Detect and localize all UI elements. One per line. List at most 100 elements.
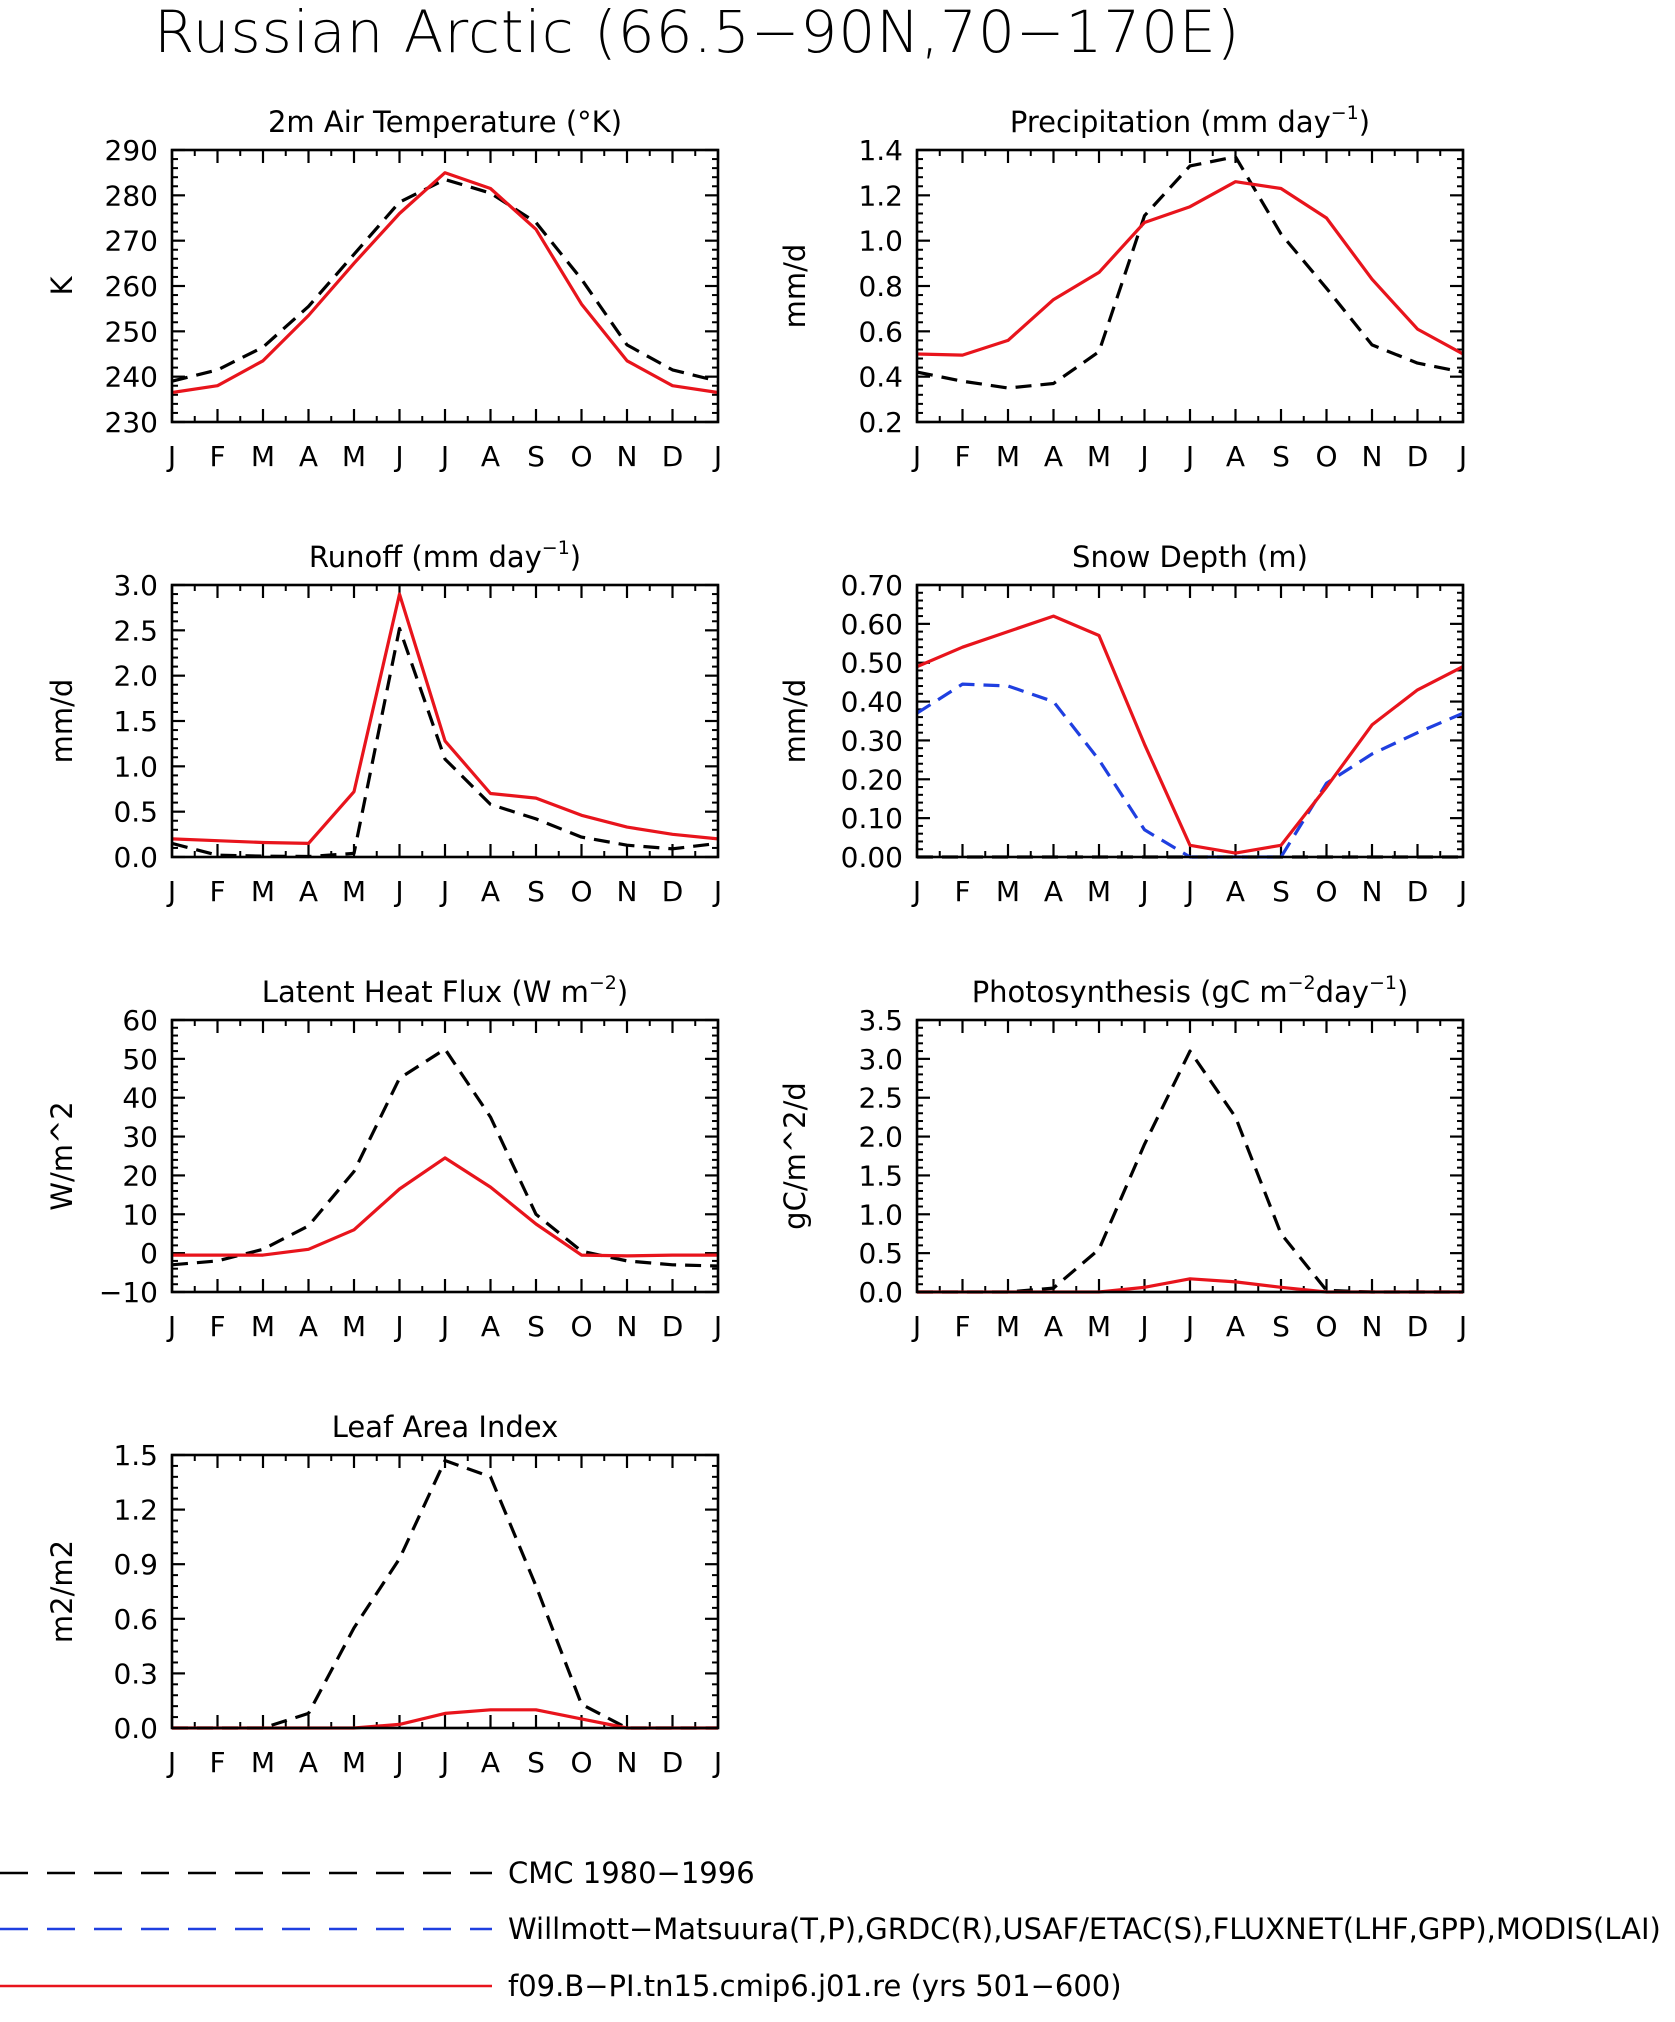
x-tick-label: A <box>481 1310 500 1343</box>
y-tick-label: 270 <box>105 225 158 258</box>
y-tick-label: 0.6 <box>858 315 903 348</box>
x-tick-label: F <box>954 875 970 908</box>
x-tick-label: J <box>1184 1310 1194 1343</box>
x-tick-label: F <box>209 1746 225 1779</box>
chart-title: Latent Heat Flux (W m−2) <box>262 972 628 1009</box>
x-tick-label: M <box>1087 440 1111 473</box>
chart-title: Photosynthesis (gC m−2day−1) <box>972 972 1409 1009</box>
y-tick-label: 0.9 <box>113 1548 158 1581</box>
chart-title: Leaf Area Index <box>332 1410 558 1444</box>
x-tick-label: J <box>166 875 176 908</box>
x-tick-label: A <box>1044 440 1063 473</box>
legend: CMC 1980−1996 Willmott−Matsuura(T,P),GRDC… <box>0 1856 1661 2003</box>
plot-frame <box>915 148 1465 424</box>
x-tick-label: M <box>251 1746 275 1779</box>
x-tick-label: N <box>1362 440 1383 473</box>
x-tick-label: A <box>481 1746 500 1779</box>
series-line-cmc <box>917 1049 1463 1294</box>
y-tick-label: 2.5 <box>113 614 158 647</box>
y-tick-label: 1.5 <box>113 705 158 738</box>
y-tick-label: 30 <box>122 1121 158 1154</box>
y-tick-label: 0.0 <box>858 1276 903 1309</box>
x-tick-label: S <box>527 440 545 473</box>
y-tick-label: −10 <box>99 1276 158 1309</box>
y-axis-label: W/m^2 <box>45 1101 79 1210</box>
series-line-cmc <box>917 155 1463 390</box>
x-tick-label: A <box>481 875 500 908</box>
page-title-text: Russian Arctic (66.5−90N,70−170E) <box>154 0 1241 66</box>
series-line-cmc <box>172 626 718 859</box>
x-tick-label: J <box>393 1746 403 1779</box>
x-tick-label: J <box>166 440 176 473</box>
y-tick-label: 0.5 <box>113 796 158 829</box>
plot-frame <box>170 1453 720 1730</box>
series-line-model <box>172 171 718 395</box>
y-tick-label: 50 <box>122 1043 158 1076</box>
y-tick-label: 230 <box>105 406 158 439</box>
x-tick-label: J <box>439 1746 449 1779</box>
y-tick-label: 1.0 <box>113 750 158 783</box>
x-tick-label: O <box>570 1310 592 1343</box>
x-tick-label: F <box>209 875 225 908</box>
x-tick-label: J <box>393 440 403 473</box>
y-tick-label: 2.0 <box>858 1121 903 1154</box>
y-tick-label: 2.0 <box>113 660 158 693</box>
x-tick-label: A <box>1226 440 1245 473</box>
x-tick-label: J <box>712 1746 722 1779</box>
x-tick-label: M <box>996 1310 1020 1343</box>
y-axis-label: mm/d <box>45 679 79 764</box>
x-tick-label: D <box>662 1746 684 1779</box>
plot-frame <box>170 148 720 424</box>
x-tick-label: N <box>1362 875 1383 908</box>
x-tick-label: F <box>954 1310 970 1343</box>
x-tick-label: N <box>1362 1310 1383 1343</box>
y-tick-label: 250 <box>105 315 158 348</box>
x-tick-label: D <box>662 1310 684 1343</box>
y-tick-label: 0.2 <box>858 406 903 439</box>
x-tick-label: O <box>1315 875 1337 908</box>
x-tick-label: N <box>617 1310 638 1343</box>
chart-title: Precipitation (mm day−1) <box>1010 102 1370 139</box>
x-tick-label: A <box>481 440 500 473</box>
x-tick-label: J <box>166 1310 176 1343</box>
x-tick-label: M <box>1087 875 1111 908</box>
x-tick-label: N <box>617 440 638 473</box>
x-tick-label: O <box>570 1746 592 1779</box>
y-tick-label: 0.20 <box>841 763 903 796</box>
series-line-model <box>172 592 718 846</box>
y-tick-label: 240 <box>105 361 158 394</box>
x-tick-label: D <box>1407 440 1429 473</box>
x-tick-label: A <box>1044 1310 1063 1343</box>
x-tick-label: F <box>954 440 970 473</box>
chart-runoff: 0.00.51.01.52.02.53.0J F M A M J J A S O N D JRunoff… <box>45 537 722 908</box>
x-tick-label: J <box>712 1310 722 1343</box>
x-tick-label: A <box>1226 875 1245 908</box>
y-tick-label: 1.0 <box>858 1198 903 1231</box>
y-tick-label: 0.30 <box>841 724 903 757</box>
y-tick-label: 0.0 <box>113 1712 158 1745</box>
y-tick-label: 3.5 <box>858 1004 903 1037</box>
x-tick-label: J <box>712 440 722 473</box>
x-tick-label: J <box>1457 440 1467 473</box>
x-tick-label: J <box>1138 1310 1148 1343</box>
y-tick-label: 0.00 <box>841 841 903 874</box>
chart-title: Snow Depth (m) <box>1072 540 1308 574</box>
y-tick-label: 1.5 <box>113 1439 158 1472</box>
x-tick-label: J <box>393 1310 403 1343</box>
series-line-cmc <box>172 177 718 383</box>
x-tick-label: N <box>617 875 638 908</box>
y-tick-label: 2.5 <box>858 1082 903 1115</box>
x-tick-label: A <box>299 875 318 908</box>
x-tick-label: S <box>527 1310 545 1343</box>
y-tick-label: 0.5 <box>858 1237 903 1270</box>
x-tick-label: M <box>342 1746 366 1779</box>
x-tick-label: O <box>1315 1310 1337 1343</box>
x-tick-label: S <box>1272 440 1290 473</box>
y-tick-label: 1.5 <box>858 1159 903 1192</box>
y-tick-label: 0.60 <box>841 608 903 641</box>
y-tick-label: 0.8 <box>858 270 903 303</box>
x-tick-label: D <box>662 875 684 908</box>
x-tick-label: N <box>617 1746 638 1779</box>
x-tick-label: M <box>251 440 275 473</box>
